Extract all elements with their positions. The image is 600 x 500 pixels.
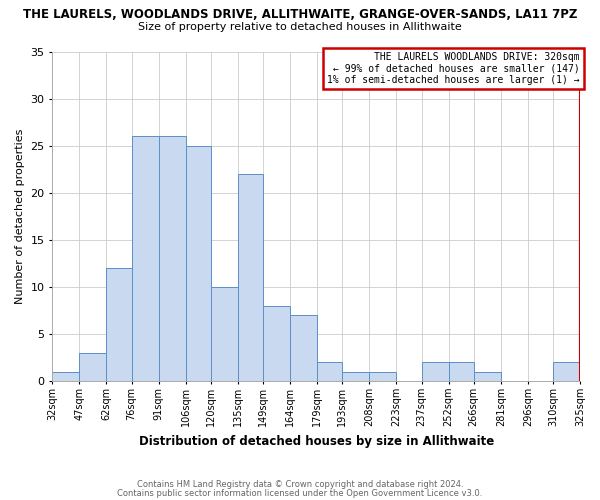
Bar (449, 362, 474, 381)
Bar (342, 372, 369, 381)
Bar (52, 372, 79, 381)
Text: Contains public sector information licensed under the Open Government Licence v3: Contains public sector information licen… (118, 488, 482, 498)
Bar (158, 136, 185, 381)
Bar (238, 174, 263, 381)
Bar (369, 372, 397, 381)
Bar (553, 362, 580, 381)
X-axis label: Distribution of detached houses by size in Allithwaite: Distribution of detached houses by size … (139, 434, 494, 448)
Bar (474, 372, 501, 381)
Text: THE LAURELS, WOODLANDS DRIVE, ALLITHWAITE, GRANGE-OVER-SANDS, LA11 7PZ: THE LAURELS, WOODLANDS DRIVE, ALLITHWAIT… (23, 8, 577, 20)
Bar (317, 362, 342, 381)
Bar (131, 136, 158, 381)
Text: Contains HM Land Registry data © Crown copyright and database right 2024.: Contains HM Land Registry data © Crown c… (137, 480, 463, 489)
Text: Size of property relative to detached houses in Allithwaite: Size of property relative to detached ho… (138, 22, 462, 32)
Bar (185, 146, 211, 381)
Bar (79, 353, 106, 381)
Y-axis label: Number of detached properties: Number of detached properties (15, 128, 25, 304)
Bar (211, 287, 238, 381)
Bar (290, 315, 317, 381)
Bar (263, 306, 290, 381)
Bar (422, 362, 449, 381)
Bar (106, 268, 131, 381)
Text: THE LAURELS WOODLANDS DRIVE: 320sqm
← 99% of detached houses are smaller (147)
1: THE LAURELS WOODLANDS DRIVE: 320sqm ← 99… (328, 52, 580, 84)
